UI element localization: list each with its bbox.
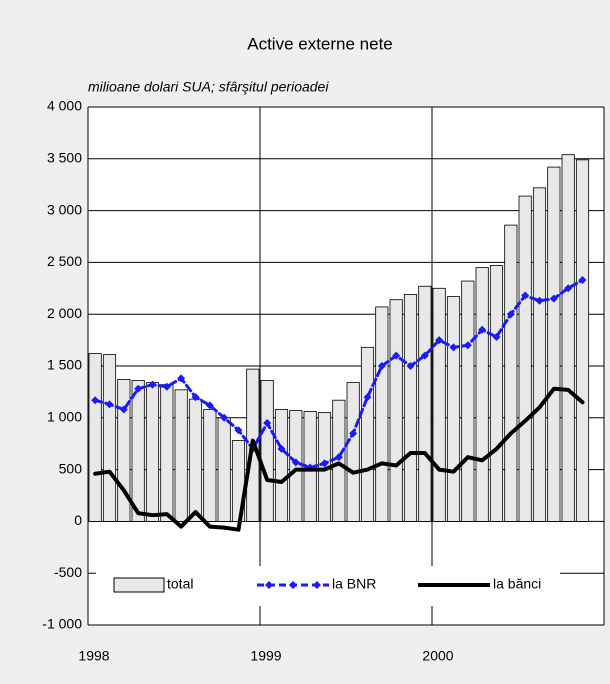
bar — [403, 294, 418, 522]
line-marker — [234, 426, 243, 435]
y-tick-label: 3 000 — [47, 201, 82, 217]
bar — [217, 417, 231, 522]
legend-label: total — [167, 576, 193, 592]
line-marker — [205, 401, 214, 410]
bar — [547, 166, 561, 522]
x-tick-label: 1998 — [78, 648, 109, 664]
bar — [489, 265, 504, 522]
chart-title: Active externe nete — [247, 34, 393, 53]
bar — [518, 195, 532, 522]
bar — [346, 382, 360, 522]
line-marker — [263, 418, 272, 427]
line-marker — [191, 393, 200, 402]
legend-marker — [313, 581, 321, 589]
bar — [432, 287, 446, 522]
line-marker — [220, 413, 229, 422]
bar — [102, 354, 117, 522]
line-marker — [105, 400, 114, 409]
y-tick-label: 2 000 — [47, 305, 82, 321]
bar — [360, 346, 375, 522]
line-marker — [521, 291, 530, 300]
bar — [504, 224, 518, 522]
legend-label: la BNR — [332, 576, 376, 592]
bar — [203, 409, 217, 522]
bar — [461, 280, 475, 522]
y-tick-label: 4 000 — [47, 98, 82, 114]
legend-swatch — [113, 577, 165, 593]
line-marker — [463, 341, 472, 350]
line-marker — [91, 396, 100, 405]
y-tick-label: 500 — [59, 460, 83, 476]
line-marker — [406, 362, 415, 370]
line-marker — [492, 332, 501, 341]
y-tick-label: 1 500 — [47, 357, 82, 373]
bar — [174, 389, 188, 522]
bar — [145, 382, 160, 522]
bar — [475, 267, 489, 522]
line-marker — [349, 429, 358, 438]
y-tick-label: 2 500 — [47, 253, 82, 269]
legend-label: la bănci — [493, 576, 541, 592]
line-marker — [420, 351, 429, 360]
bar — [532, 187, 547, 522]
line-marker — [435, 336, 444, 345]
line-marker — [119, 405, 128, 414]
line-marker — [363, 393, 372, 402]
bar — [274, 409, 289, 522]
line-marker — [320, 459, 329, 468]
bar — [418, 285, 432, 522]
x-tick-label: 1999 — [250, 648, 281, 664]
line-marker — [162, 382, 171, 391]
y-tick-label: 3 500 — [47, 150, 82, 166]
line — [93, 386, 585, 532]
y-tick-label: 0 — [74, 512, 82, 528]
line-marker — [578, 276, 587, 285]
y-tick-label: -500 — [54, 564, 82, 580]
subtitle: milioane dolari SUA; sfârşitul perioadei — [88, 79, 329, 95]
line-marker — [506, 310, 515, 319]
line — [93, 278, 584, 470]
line-marker — [291, 458, 300, 467]
line-marker — [564, 284, 573, 293]
line-marker — [334, 453, 343, 462]
line-marker — [478, 325, 487, 334]
y-tick-label: -1 000 — [42, 616, 82, 632]
bar — [88, 353, 102, 522]
line-marker — [277, 444, 286, 453]
line-marker — [392, 351, 401, 360]
line-marker — [535, 296, 544, 305]
bar — [575, 159, 590, 522]
bar — [188, 398, 203, 522]
x-tick-label: 2000 — [422, 648, 453, 664]
bar — [375, 306, 389, 522]
line-marker — [449, 343, 458, 352]
line-marker — [177, 374, 186, 383]
line-marker — [134, 384, 143, 393]
y-tick-label: 1 000 — [47, 409, 82, 425]
bar — [561, 154, 575, 522]
line-marker — [549, 294, 558, 303]
legend-marker — [289, 581, 297, 589]
line-marker — [148, 380, 157, 389]
bar — [260, 380, 274, 522]
legend-marker — [265, 581, 273, 589]
bar — [131, 380, 145, 522]
line-marker — [377, 362, 386, 370]
bar — [160, 384, 174, 522]
bar — [446, 296, 461, 522]
bar — [389, 299, 403, 522]
